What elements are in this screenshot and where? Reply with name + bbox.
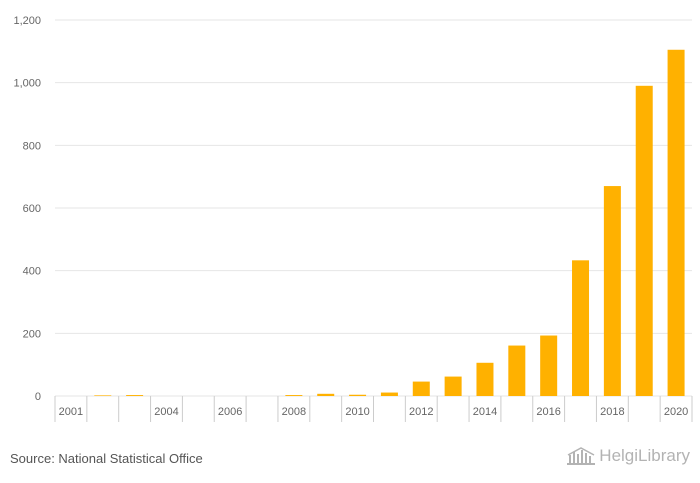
bars <box>94 49 685 397</box>
y-gridlines <box>55 19 692 397</box>
y-tick-label: 1,200 <box>13 15 41 27</box>
y-tick-label: 0 <box>35 391 41 403</box>
x-tick-label: 2004 <box>154 406 178 418</box>
bar-2002[interactable] <box>94 395 112 396</box>
x-tick-label: 2008 <box>282 406 306 418</box>
x-tick-label: 2016 <box>536 406 560 418</box>
library-building-icon <box>567 447 596 465</box>
bar-2015[interactable] <box>508 345 526 396</box>
brand-logo[interactable]: HelgiLibrary <box>566 446 690 466</box>
y-tick-label: 800 <box>23 140 41 152</box>
chart-footer: Source: National Statistical Office Helg… <box>0 440 700 483</box>
bar-2012[interactable] <box>412 381 430 396</box>
x-tick-label: 2014 <box>473 406 497 418</box>
bar-chart: 0 200 400 600 800 1,000 1,200 2001 2004 2006 2008… <box>13 15 693 422</box>
bar-2018[interactable] <box>603 186 621 396</box>
x-tick-label: 2012 <box>409 406 433 418</box>
bar-2009[interactable] <box>317 393 335 396</box>
y-tick-label: 400 <box>23 266 41 278</box>
source-note: Source: National Statistical Office <box>10 451 203 466</box>
y-tick-label: 200 <box>23 328 41 340</box>
y-axis-tick-labels: 0 200 400 600 800 1,000 1,200 <box>13 15 41 403</box>
bar-2013[interactable] <box>444 376 462 396</box>
bar-2003[interactable] <box>126 395 144 396</box>
x-tick-label: 2018 <box>600 406 624 418</box>
x-tick-label: 2001 <box>59 406 83 418</box>
bar-2016[interactable] <box>540 335 558 396</box>
bar-2014[interactable] <box>476 362 494 396</box>
brand-name: HelgiLibrary <box>599 446 690 465</box>
x-tick-label: 2020 <box>664 406 688 418</box>
bar-2008[interactable] <box>285 395 303 396</box>
bar-2019[interactable] <box>635 85 653 397</box>
y-tick-label: 600 <box>23 203 41 215</box>
bar-2011[interactable] <box>380 392 398 396</box>
bar-2010[interactable] <box>349 394 367 396</box>
bar-2020[interactable] <box>667 49 685 397</box>
y-tick-label: 1,000 <box>13 78 41 90</box>
x-axis-tick-labels: 2001 2004 2006 2008 2010 2012 2014 2016 2018 2020 <box>54 396 693 422</box>
bar-2017[interactable] <box>572 260 590 396</box>
x-tick-label: 2010 <box>345 406 369 418</box>
x-tick-label: 2006 <box>218 406 242 418</box>
